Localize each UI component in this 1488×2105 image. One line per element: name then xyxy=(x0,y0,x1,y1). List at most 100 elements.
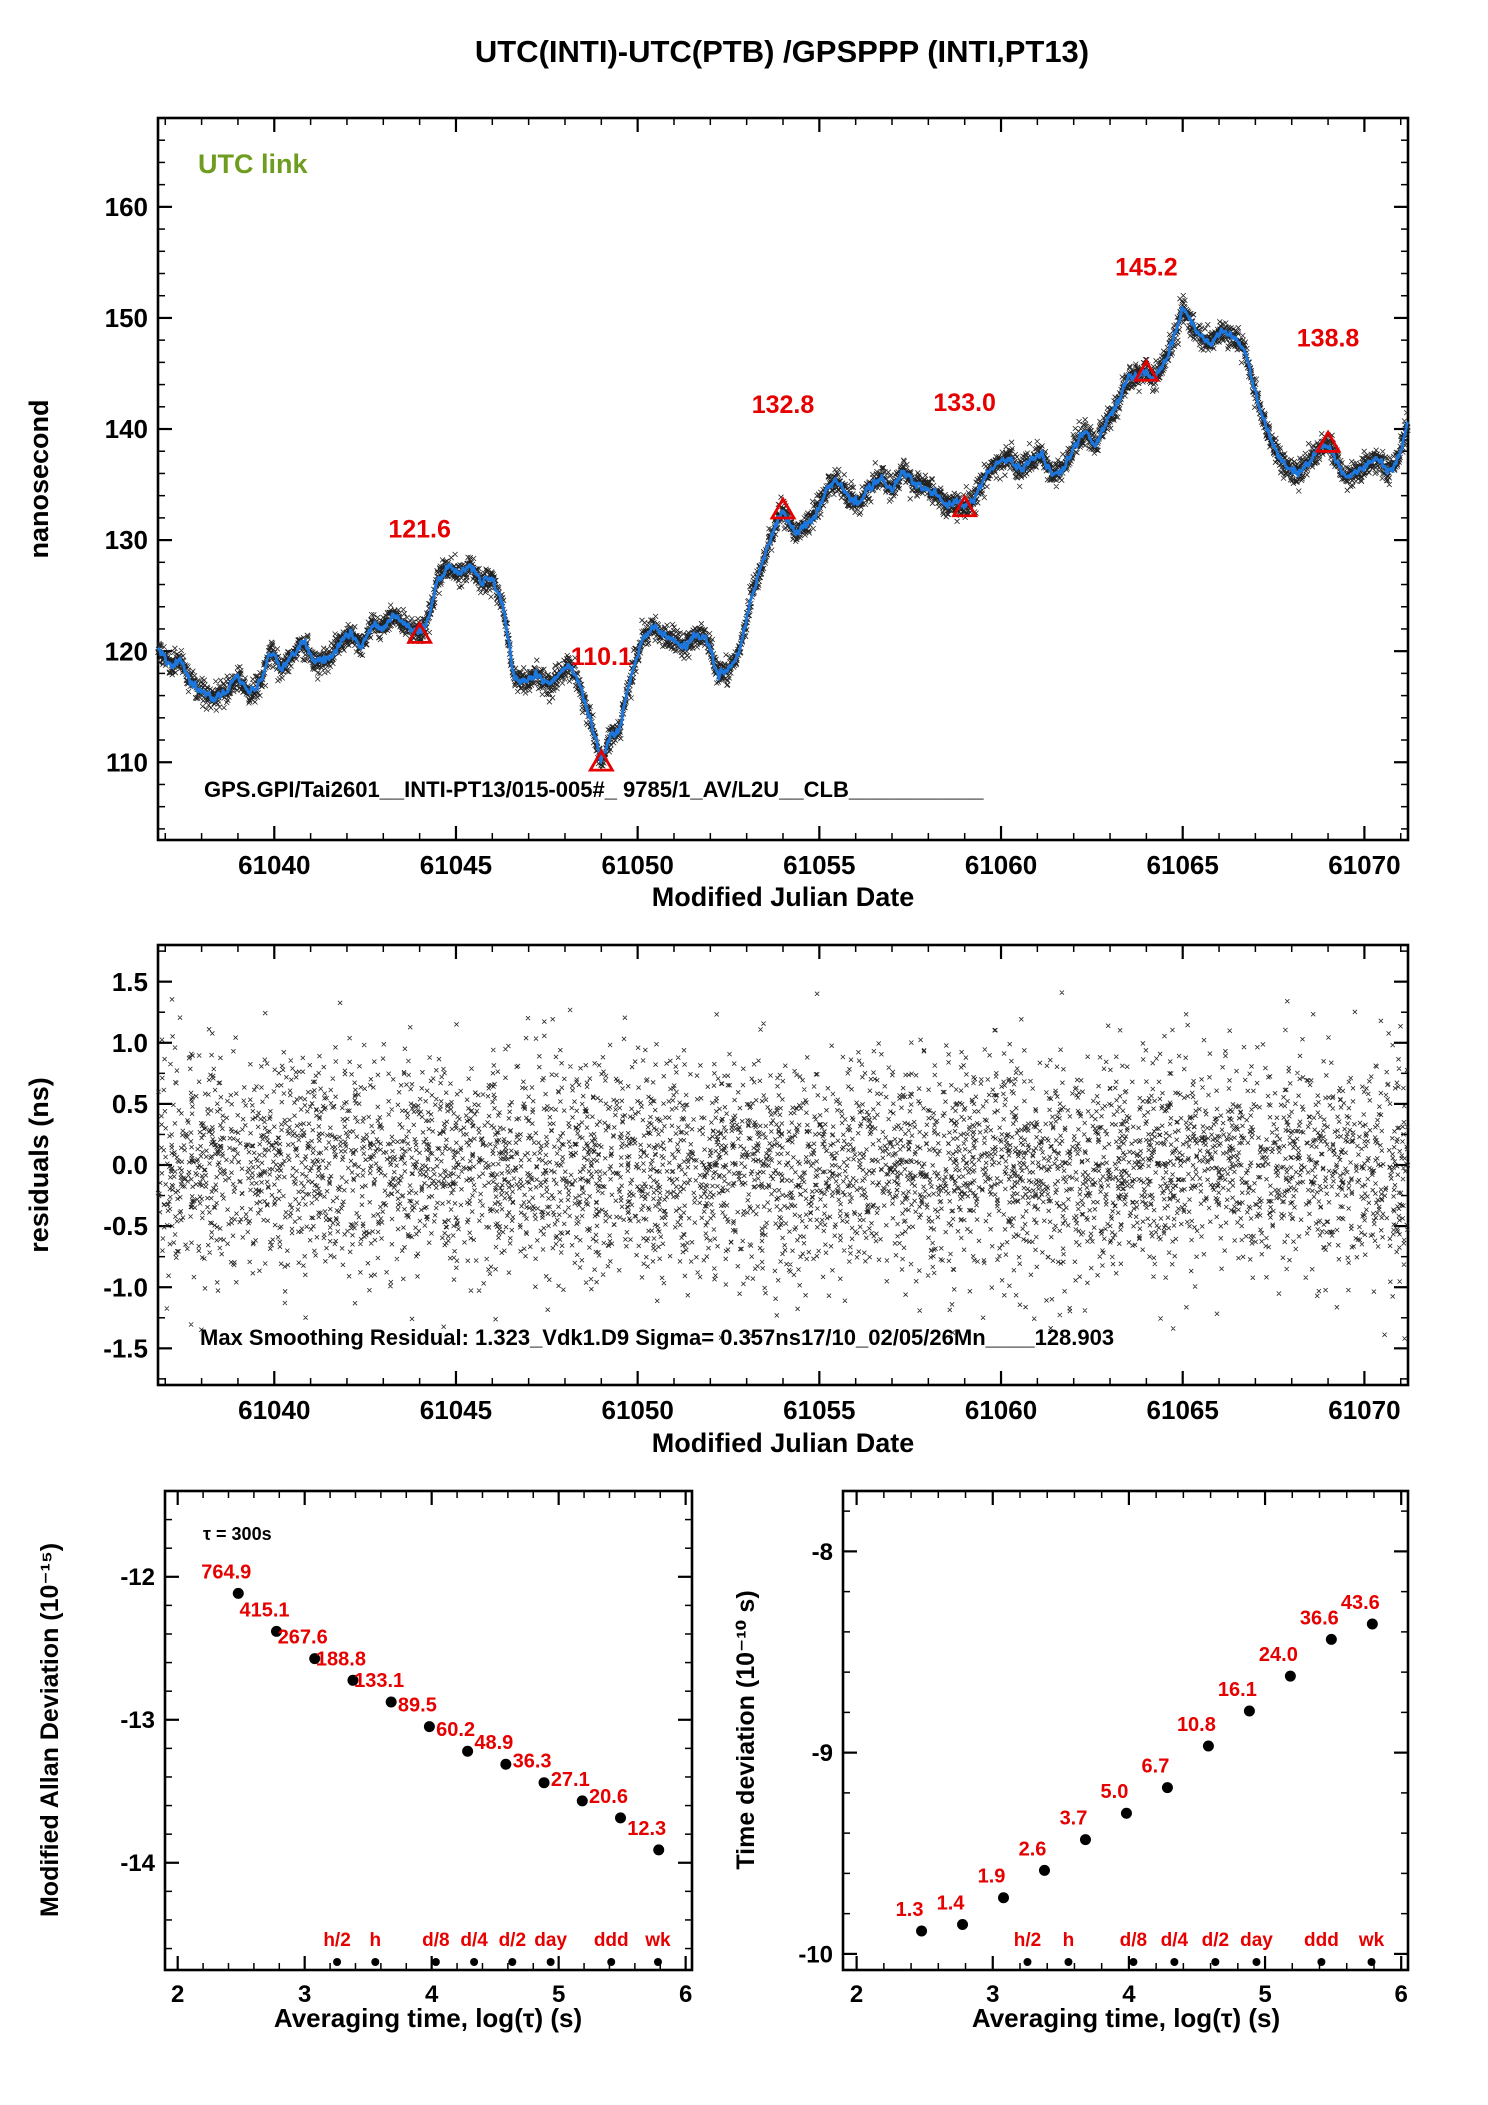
timescale-label: ddd xyxy=(594,1930,629,1951)
timescale-axis-dot xyxy=(1367,1958,1376,1966)
residuals-panel: 61040 61045 61050 61055 61060 61065 61070 -1.5 -… xyxy=(103,943,1411,1425)
timescale-label: wk xyxy=(1358,1930,1385,1951)
deviation-point xyxy=(309,1653,321,1665)
deviation-value-label: 27.1 xyxy=(551,1769,590,1791)
deviation-value-label: 36.6 xyxy=(1300,1607,1339,1629)
y-tick-label: 0.5 xyxy=(112,1089,148,1119)
timescale-axis-dot xyxy=(653,1958,662,1966)
y-tick-label: -8 xyxy=(812,1539,833,1566)
timescale-label: d/8 xyxy=(422,1930,449,1951)
madev-ylabel: Modified Allan Deviation (10⁻¹⁵) xyxy=(36,1543,64,1917)
timescale-axis-dot xyxy=(371,1958,380,1966)
deviation-point xyxy=(1038,1864,1050,1876)
deviation-value-label: 1.9 xyxy=(978,1866,1006,1888)
y-tick-label: 150 xyxy=(105,303,148,333)
x-tick-label: 61060 xyxy=(965,1395,1037,1425)
deviation-point xyxy=(423,1721,435,1733)
deviation-value-label: 20.6 xyxy=(589,1786,628,1808)
x-tick-label: 61050 xyxy=(601,850,673,880)
timescale-axis-dot xyxy=(1211,1958,1220,1966)
x-tick-label: 5 xyxy=(552,1981,565,2008)
timescale-label: h xyxy=(1063,1930,1075,1951)
plots-layer: 61040 61045 61050 61055 61060 61065 61070 110 12… xyxy=(103,116,1411,2008)
data-marker-cloud xyxy=(155,292,1411,771)
deviation-point xyxy=(576,1795,588,1807)
calibration-triangle-marker xyxy=(1314,429,1342,453)
deviation-point xyxy=(270,1625,282,1637)
calibration-value-label: 132.8 xyxy=(752,391,815,419)
deviation-point xyxy=(538,1777,550,1789)
deviation-value-label: 415.1 xyxy=(239,1599,289,1621)
x-tick-label: 3 xyxy=(986,1981,999,2008)
deviation-point xyxy=(957,1919,969,1931)
timescale-label: h xyxy=(369,1930,381,1951)
timescale-label: d/4 xyxy=(1161,1930,1189,1951)
plot-frame xyxy=(156,116,1410,842)
utc-link-label: UTC link xyxy=(198,149,308,179)
x-tick-label: 61060 xyxy=(965,850,1037,880)
deviation-value-label: 10.8 xyxy=(1177,1714,1216,1736)
deviation-value-label: 2.6 xyxy=(1019,1838,1047,1860)
timescale-axis-dot xyxy=(607,1958,616,1966)
deviation-value-label: 6.7 xyxy=(1142,1756,1170,1778)
y-tick-label: -13 xyxy=(120,1707,155,1734)
timescale-axis-dot xyxy=(1170,1958,1179,1966)
x-tick-label: 61045 xyxy=(420,850,492,880)
y-tick-label: 130 xyxy=(105,525,148,555)
tdev-xlabel: Averaging time, log(τ) (s) xyxy=(972,2003,1280,2033)
x-tick-label: 6 xyxy=(679,1981,692,2008)
y-tick-label: 110 xyxy=(106,747,148,777)
deviation-value-label: 48.9 xyxy=(474,1732,513,1754)
deviation-value-label: 3.7 xyxy=(1060,1808,1088,1830)
deviation-point xyxy=(500,1758,512,1770)
timescale-label: d/2 xyxy=(1202,1930,1229,1951)
deviation-value-label: 16.1 xyxy=(1218,1679,1257,1701)
timescale-label: day xyxy=(534,1930,567,1951)
deviation-point xyxy=(1325,1633,1337,1645)
y-tick-label: 1.0 xyxy=(112,1028,148,1058)
deviation-value-label: 1.4 xyxy=(937,1893,966,1915)
deviation-point xyxy=(615,1812,627,1824)
x-tick-label: 61065 xyxy=(1147,850,1219,880)
deviation-point xyxy=(1202,1740,1214,1752)
timescale-label: day xyxy=(1240,1930,1273,1951)
timescale-label: d/4 xyxy=(460,1930,488,1951)
figure-title: UTC(INTI)-UTC(PTB) /GPSPPP (INTI,PT13) xyxy=(475,34,1089,69)
deviation-value-label: 188.8 xyxy=(316,1648,366,1670)
deviation-value-label: 764.9 xyxy=(201,1561,251,1583)
plot-frame xyxy=(156,943,1410,1387)
y-tick-label: -14 xyxy=(120,1850,155,1877)
calibration-value-label: 145.2 xyxy=(1115,253,1178,281)
deviation-value-label: 5.0 xyxy=(1101,1781,1129,1803)
calibration-value-label: 138.8 xyxy=(1297,324,1360,352)
deviation-value-label: 60.2 xyxy=(436,1719,475,1741)
deviation-value-label: 43.6 xyxy=(1341,1592,1380,1614)
plot-frame xyxy=(841,1489,1410,1972)
deviation-point xyxy=(347,1674,359,1686)
timescale-label: d/8 xyxy=(1120,1930,1147,1951)
y-tick-label: 0.0 xyxy=(112,1150,148,1180)
timescale-label: ddd xyxy=(1304,1930,1339,1951)
timescale-axis-dot xyxy=(508,1958,517,1966)
y-tick-label: -0.5 xyxy=(103,1211,148,1241)
x-tick-label: 2 xyxy=(171,1981,184,2008)
x-tick-label: 61040 xyxy=(238,850,310,880)
timescale-axis-dot xyxy=(1023,1958,1032,1966)
calibration-triangle-marker xyxy=(951,493,979,518)
deviation-point xyxy=(1161,1782,1173,1794)
x-tick-label: 61070 xyxy=(1328,1395,1400,1425)
x-tick-label: 61055 xyxy=(783,850,855,880)
timescale-axis-dot xyxy=(1064,1958,1073,1966)
deviation-value-label: 133.1 xyxy=(354,1670,404,1692)
y-tick-label: -1.0 xyxy=(103,1272,148,1302)
deviation-point xyxy=(653,1844,665,1856)
calibration-value-label: 110.1 xyxy=(571,643,632,671)
y-tick-label: 140 xyxy=(105,414,148,444)
timescale-axis-dot xyxy=(431,1958,440,1966)
madev-xlabel: Averaging time, log(τ) (s) xyxy=(274,2003,582,2033)
utc-link-panel: 61040 61045 61050 61055 61060 61065 61070 110 12… xyxy=(105,116,1411,880)
top-xlabel: Modified Julian Date xyxy=(652,882,915,912)
x-tick-label: 5 xyxy=(1258,1981,1271,2008)
